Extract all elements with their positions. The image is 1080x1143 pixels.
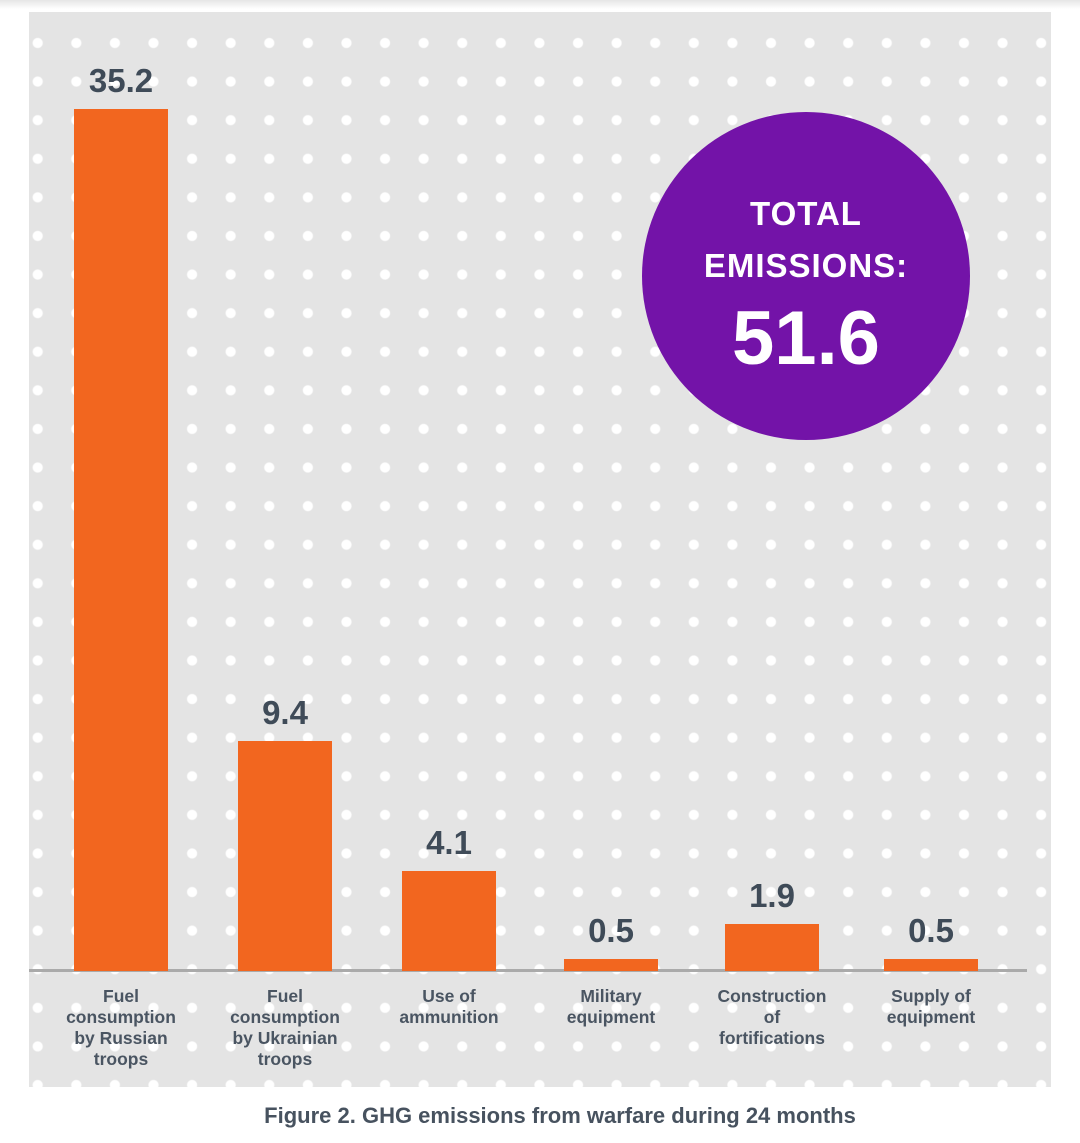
figure-caption: Figure 2. GHG emissions from warfare dur… xyxy=(264,1103,856,1128)
bar xyxy=(725,924,819,971)
bar-value-label: 1.9 xyxy=(749,877,795,914)
x-axis-line xyxy=(29,969,1027,972)
total-emissions-text-block: TOTAL EMISSIONS: 51.6 xyxy=(704,188,908,378)
category-label: Fuel consumption by Russian troops xyxy=(66,986,176,1069)
bar-value-label: 0.5 xyxy=(908,912,954,949)
category-label: Military equipment xyxy=(566,986,656,1027)
total-emissions-badge: TOTAL EMISSIONS: 51.6 xyxy=(642,112,970,440)
category-label: Use of ammunition xyxy=(399,986,499,1027)
top-edge-shadow xyxy=(0,0,1080,9)
category-label: Supply of equipment xyxy=(886,986,976,1027)
bar xyxy=(564,959,658,971)
category-label: Fuel consumption by Ukrainian troops xyxy=(230,986,340,1069)
bar-value-label: 9.4 xyxy=(262,694,308,731)
badge-line-2: EMISSIONS: xyxy=(703,247,909,284)
badge-total-value: 51.6 xyxy=(732,296,880,381)
category-label: Construction of fortifications xyxy=(717,986,827,1048)
bar xyxy=(74,109,168,971)
bar xyxy=(238,741,332,971)
bar xyxy=(402,871,496,971)
chart-panel: TOTAL EMISSIONS: 51.6 35.2 Fuel consumpti… xyxy=(29,12,1051,1087)
bar-value-label: 4.1 xyxy=(426,824,472,861)
bar-value-label: 0.5 xyxy=(588,912,634,949)
badge-line-1: TOTAL xyxy=(750,195,862,232)
bar-value-label: 35.2 xyxy=(88,62,154,99)
bar xyxy=(884,959,978,971)
